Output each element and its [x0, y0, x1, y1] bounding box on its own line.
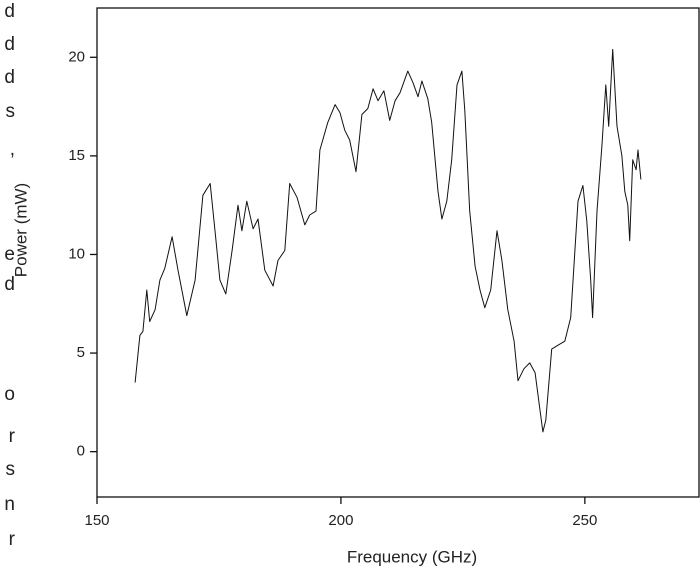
- x-tick-label: 250: [572, 512, 597, 529]
- side-text-fragment: e: [4, 244, 15, 265]
- y-tick-label: 15: [68, 147, 85, 164]
- y-tick-label: 10: [68, 245, 85, 262]
- y-tick-label: 0: [77, 443, 85, 460]
- side-text-fragment: d: [4, 67, 15, 88]
- x-axis-label: Frequency (GHz): [347, 547, 477, 566]
- y-tick-label: 20: [68, 48, 85, 65]
- plot-frame: [96, 7, 700, 498]
- side-text-fragment: n: [4, 494, 15, 515]
- side-text-fragment: s: [6, 459, 16, 480]
- y-tick-label: 5: [77, 344, 85, 361]
- side-text-fragment: r: [9, 529, 16, 550]
- x-tick-label: 150: [84, 512, 109, 529]
- side-text-fragment: d: [4, 1, 15, 22]
- x-tick-label: 200: [328, 512, 353, 529]
- y-axis-label: Power (mW): [11, 183, 30, 277]
- side-text-fragment: o: [4, 384, 15, 405]
- side-text-fragment: s: [6, 101, 16, 122]
- side-text-fragment: ,: [10, 139, 15, 160]
- side-text-fragment: r: [9, 426, 16, 447]
- side-text-fragment: d: [4, 34, 15, 55]
- side-text-fragment: d: [4, 274, 15, 295]
- data-line: [134, 48, 642, 433]
